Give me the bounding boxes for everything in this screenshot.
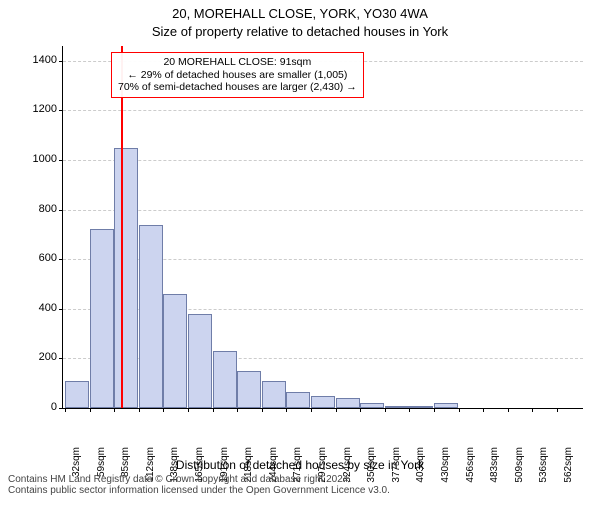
xtick-mark (409, 408, 410, 412)
page-title-line1: 20, MOREHALL CLOSE, YORK, YO30 4WA (0, 6, 600, 21)
xtick-mark (262, 408, 263, 412)
plot-area: 020040060080010001200140032sqm59sqm85sqm… (62, 46, 583, 409)
bar (188, 314, 212, 408)
ytick-label: 1400 (23, 54, 57, 66)
bar (409, 406, 433, 408)
ytick-mark (59, 160, 63, 161)
bar (163, 294, 187, 408)
gridline (63, 160, 583, 161)
annotation-line2: ← 29% of detached houses are smaller (1,… (118, 69, 357, 82)
xtick-mark (459, 408, 460, 412)
bar (311, 396, 335, 408)
xtick-mark (163, 408, 164, 412)
xtick-mark (188, 408, 189, 412)
bar (434, 403, 458, 408)
annotation-line1: 20 MOREHALL CLOSE: 91sqm (118, 56, 357, 69)
xtick-mark (336, 408, 337, 412)
ytick-mark (59, 408, 63, 409)
xtick-mark (237, 408, 238, 412)
gridline (63, 110, 583, 111)
ytick-label: 800 (23, 203, 57, 215)
ytick-label: 1000 (23, 153, 57, 165)
property-marker-line (121, 46, 123, 408)
ytick-label: 400 (23, 302, 57, 314)
bar (286, 392, 310, 408)
ytick-label: 600 (23, 252, 57, 264)
xtick-mark (286, 408, 287, 412)
annotation-box: 20 MOREHALL CLOSE: 91sqm← 29% of detache… (111, 52, 364, 98)
footnote-line2: Contains public sector information licen… (8, 485, 592, 496)
xtick-mark (434, 408, 435, 412)
ytick-mark (59, 259, 63, 260)
xtick-mark (90, 408, 91, 412)
ytick-mark (59, 358, 63, 359)
bar (360, 403, 384, 408)
ytick-mark (59, 110, 63, 111)
xtick-mark (65, 408, 66, 412)
ytick-label: 0 (23, 401, 57, 413)
ytick-mark (59, 309, 63, 310)
ytick-mark (59, 61, 63, 62)
xtick-mark (311, 408, 312, 412)
gridline (63, 210, 583, 211)
bar (237, 371, 261, 408)
bar (213, 351, 237, 408)
bar (385, 406, 409, 408)
xtick-mark (114, 408, 115, 412)
footnote-line1: Contains HM Land Registry data © Crown c… (8, 474, 592, 485)
bar (90, 229, 114, 408)
ytick-mark (59, 210, 63, 211)
xtick-mark (385, 408, 386, 412)
xtick-mark (508, 408, 509, 412)
bar (65, 381, 89, 408)
footnote: Contains HM Land Registry data © Crown c… (8, 474, 592, 496)
bar (139, 225, 163, 408)
xtick-mark (139, 408, 140, 412)
bar (114, 148, 138, 408)
bar (336, 398, 360, 408)
ytick-label: 200 (23, 351, 57, 363)
bar (262, 381, 286, 408)
page-title-line2: Size of property relative to detached ho… (0, 24, 600, 39)
ytick-label: 1200 (23, 103, 57, 115)
xtick-mark (557, 408, 558, 412)
xtick-mark (483, 408, 484, 412)
xtick-mark (532, 408, 533, 412)
xtick-mark (213, 408, 214, 412)
annotation-line3: 70% of semi-detached houses are larger (… (118, 81, 357, 94)
xtick-mark (360, 408, 361, 412)
